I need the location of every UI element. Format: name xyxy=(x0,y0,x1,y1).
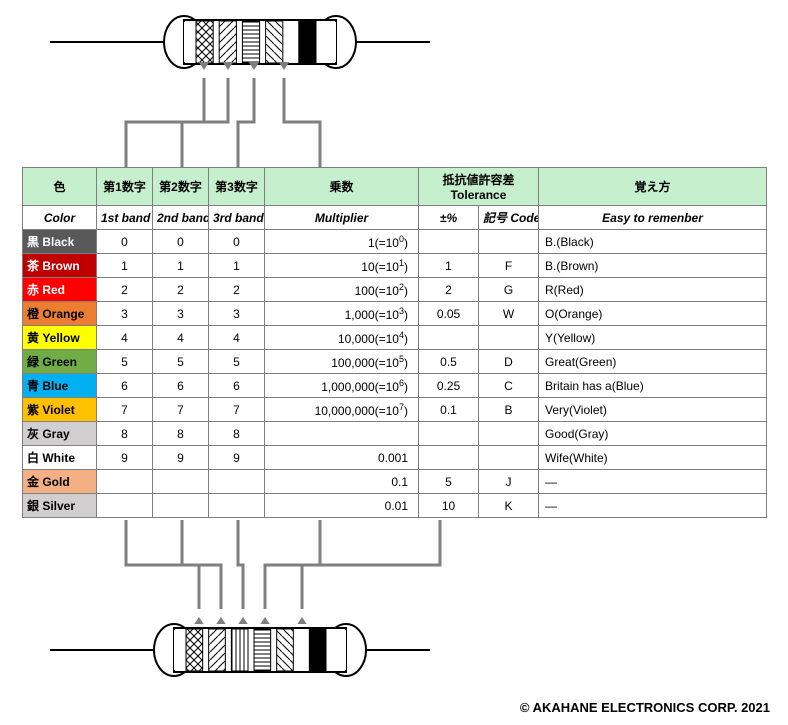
copyright-text: © AKAHANE ELECTRONICS CORP. 2021 xyxy=(520,700,770,715)
arrows-top xyxy=(0,62,788,167)
arrows-bottom xyxy=(0,520,788,624)
color-code-table: 色第1数字第2数字第3数字乗数抵抗値許容差Tolerance覚え方Color1s… xyxy=(22,167,766,518)
resistor-top xyxy=(50,12,430,72)
resistor-bottom xyxy=(50,620,430,680)
